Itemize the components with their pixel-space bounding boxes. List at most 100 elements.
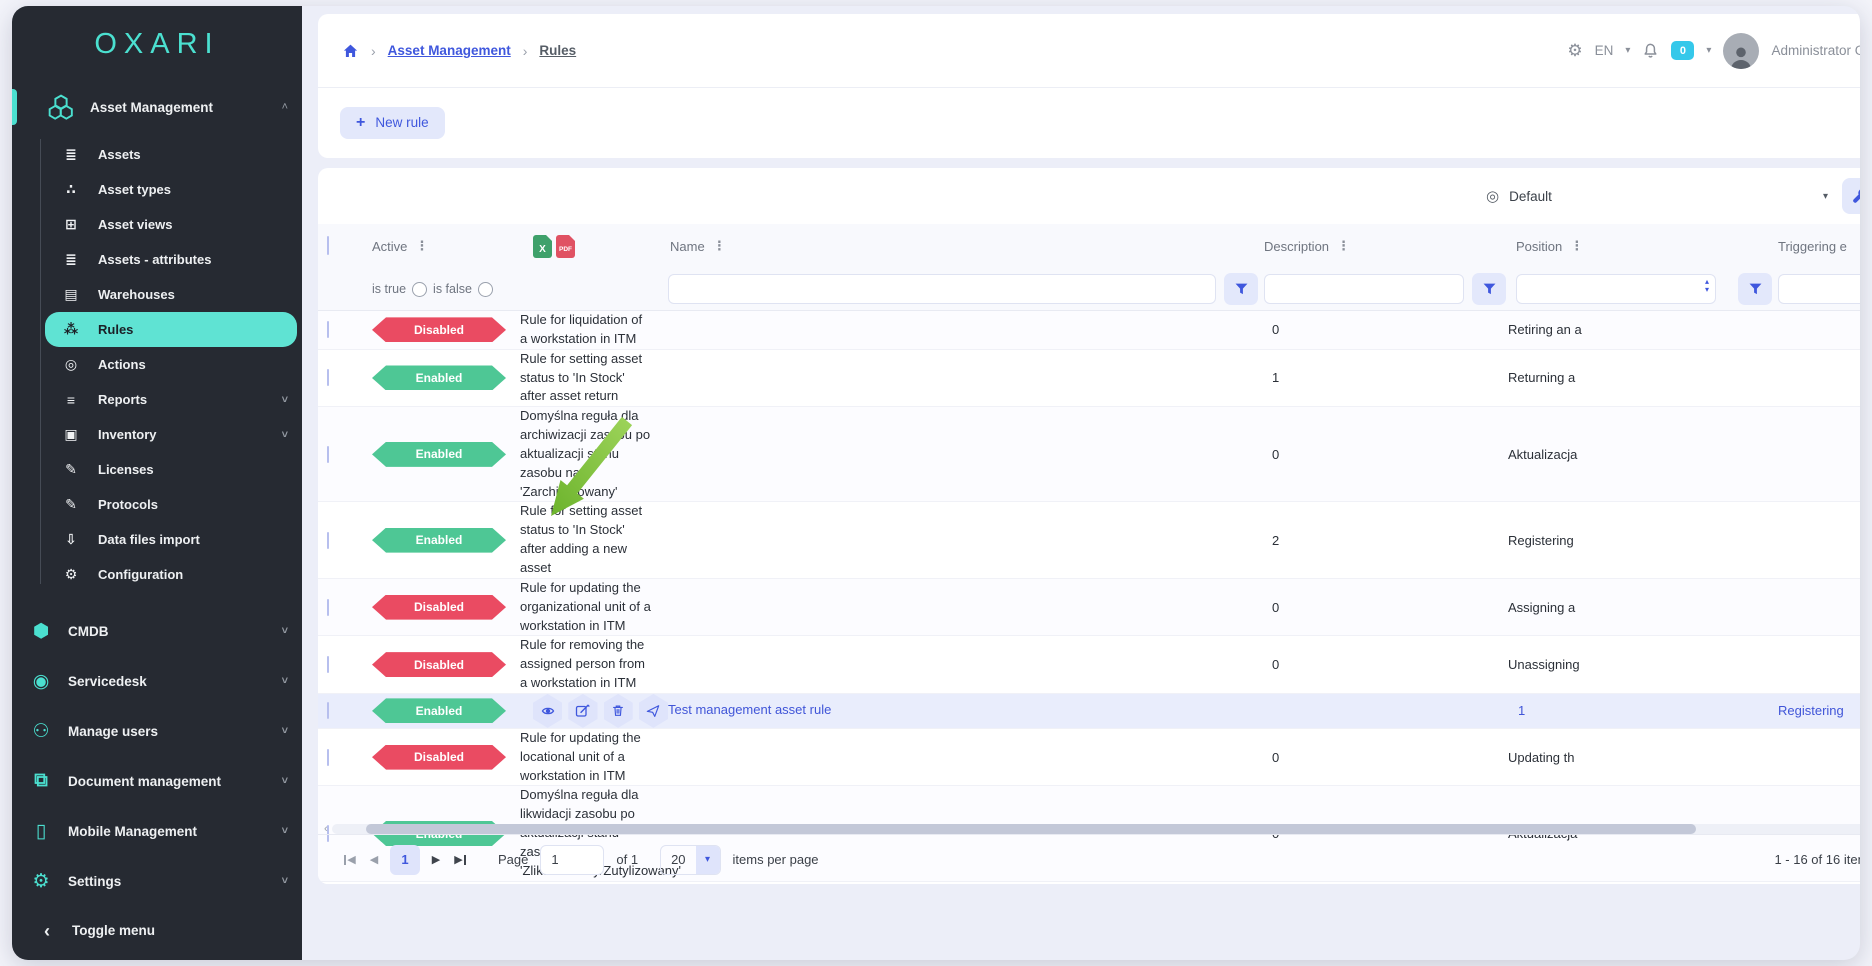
description-filter-button[interactable] (1472, 273, 1506, 305)
name-filter-button[interactable] (1224, 273, 1258, 305)
next-page-button[interactable]: ▶ (424, 847, 448, 873)
table-row[interactable]: Disabled Rule for removing the assigned … (318, 636, 1860, 694)
sidebar-item-asset-management[interactable]: Asset Management ˄ (12, 85, 302, 129)
export-pdf-icon[interactable]: PDF (556, 234, 575, 258)
spinner-down-icon[interactable]: ▾ (1704, 284, 1709, 294)
sidebar-section[interactable]: ⬢ CMDB ˅ (12, 606, 302, 656)
column-menu-kebab[interactable]: ⋮ (1337, 238, 1351, 253)
position-filter-input[interactable] (1516, 274, 1716, 304)
export-excel-icon[interactable]: X (533, 234, 552, 258)
sidebar-subitem[interactable]: ◎ Actions (12, 347, 302, 382)
table-row[interactable]: Disabled Rule for updating the locationa… (318, 728, 1860, 787)
rule-name[interactable]: Rule for removing the assigned person fr… (520, 637, 646, 691)
column-menu-kebab[interactable]: ⋮ (712, 238, 726, 253)
avatar[interactable] (1723, 32, 1760, 69)
horizontal-scrollbar[interactable]: ‹ › (324, 823, 1860, 834)
scroll-left-icon[interactable]: ‹ (324, 822, 328, 835)
user-name[interactable]: Administrator Oxari (1771, 43, 1860, 58)
column-header-description[interactable]: Description (1264, 238, 1330, 254)
gear-icon[interactable]: ⚙ (1567, 40, 1583, 60)
sidebar-section[interactable]: ⚙ Settings ˅ (12, 856, 302, 906)
rule-name[interactable]: Rule for updating the organizational uni… (520, 579, 651, 633)
column-menu-kebab[interactable]: ⋮ (1570, 238, 1584, 253)
grid-settings-button[interactable] (1842, 178, 1860, 214)
edit-rule-button[interactable] (568, 693, 598, 728)
sidebar-section[interactable]: ◉ Servicedesk ˅ (12, 656, 302, 706)
home-icon[interactable] (342, 43, 359, 59)
table-row[interactable]: Disabled Rule for updating the organizat… (318, 578, 1860, 637)
table-row[interactable]: Disabled Rule for liquidation of a works… (318, 311, 1860, 350)
sidebar-subitem[interactable]: ⁂ Rules (45, 312, 297, 347)
row-checkbox[interactable] (327, 531, 329, 549)
spinner-up-icon[interactable]: ▴ (1704, 277, 1709, 286)
column-header-position[interactable]: Position (1516, 238, 1563, 254)
breadcrumb-rules[interactable]: Rules (539, 43, 577, 58)
sidebar-subitem[interactable]: ⊞ Asset views (12, 207, 302, 242)
delete-rule-button[interactable] (603, 693, 633, 728)
rule-name[interactable]: Rule for liquidation of a workstation in… (520, 312, 643, 346)
table-row[interactable]: Enabled Rule for setting asset status to… (318, 881, 1860, 884)
sidebar-subitem[interactable]: ⚙ Configuration (12, 557, 302, 592)
run-rule-button[interactable] (638, 693, 668, 728)
first-page-button[interactable]: ◀ (338, 847, 362, 873)
toggle-menu-button[interactable]: ‹ Toggle menu (12, 922, 302, 940)
scrollbar-track[interactable] (331, 823, 1860, 834)
name-filter-input[interactable] (668, 274, 1216, 304)
breadcrumb-asset-management[interactable]: Asset Management (387, 43, 511, 58)
sidebar-subitem[interactable]: ≣ Assets (12, 137, 302, 172)
sidebar-subitem[interactable]: ✎ Licenses (12, 452, 302, 487)
table-row[interactable]: Enabled Rule for setting asset status to… (318, 502, 1860, 579)
previous-page-button[interactable]: ◀ (362, 847, 386, 873)
table-row[interactable]: Enabled Rule for setting asset status to… (318, 349, 1860, 408)
page-number-input[interactable] (540, 844, 605, 875)
row-checkbox[interactable] (327, 321, 329, 339)
position-filter-button[interactable] (1738, 273, 1772, 305)
items-per-page-select[interactable]: 20 ▾ (660, 844, 721, 875)
scrollbar-thumb[interactable] (365, 823, 1696, 834)
row-checkbox[interactable] (327, 369, 329, 387)
triggering-filter-input[interactable] (1778, 274, 1860, 304)
sidebar-subitem[interactable]: ▤ Warehouses (12, 277, 302, 312)
table-row[interactable]: Enabled Domyślna reguła dla archiwizacji… (318, 407, 1860, 503)
table-row[interactable]: Enabled (318, 693, 1860, 729)
rule-name[interactable]: Rule for setting asset status to 'Dispos… (520, 882, 668, 884)
row-checkbox[interactable] (327, 748, 329, 766)
sidebar-section[interactable]: ⚇ Manage users ˅ (12, 706, 302, 756)
rule-name[interactable]: Rule for setting asset status to 'In Sto… (520, 350, 643, 404)
chevron-down-icon[interactable]: ▾ (1706, 45, 1712, 56)
view-selector[interactable]: ◎ Default ▾ (1486, 187, 1828, 205)
column-menu-kebab[interactable]: ⋮ (415, 238, 429, 253)
last-page-button[interactable]: ▶ (448, 847, 472, 873)
chevron-down-icon[interactable]: ▾ (1625, 45, 1631, 56)
current-page-button[interactable]: 1 (390, 844, 420, 875)
sidebar-subitem[interactable]: ∴ Asset types (12, 172, 302, 207)
filter-is-true-radio[interactable] (412, 281, 428, 297)
language-selector[interactable]: EN (1594, 43, 1614, 58)
number-spinner[interactable]: ▴ ▾ (1705, 278, 1709, 293)
column-header-name[interactable]: Name (670, 238, 705, 254)
row-checkbox[interactable] (327, 598, 329, 616)
new-rule-button[interactable]: + New rule (340, 106, 445, 139)
sidebar-subitem[interactable]: ≣ Assets - attributes (12, 242, 302, 277)
description-filter-input[interactable] (1264, 274, 1464, 304)
rule-name[interactable]: Rule for setting asset status to 'In Sto… (520, 503, 643, 575)
view-rule-button[interactable] (533, 693, 563, 728)
bell-icon[interactable] (1642, 42, 1659, 60)
row-checkbox[interactable] (327, 825, 329, 843)
sidebar-subitem[interactable]: ✎ Protocols (12, 487, 302, 522)
notification-count-badge[interactable]: 0 (1671, 41, 1695, 60)
sidebar-subitem[interactable]: ▣ Inventory ˅ (12, 417, 302, 452)
sidebar-section[interactable]: ▯ Mobile Management ˅ (12, 806, 302, 856)
rule-name[interactable]: Domyślna reguła dla archiwizacji zasobu … (520, 408, 651, 499)
row-checkbox[interactable] (327, 445, 329, 463)
row-checkbox[interactable] (327, 702, 329, 720)
sidebar-subitem[interactable]: ≡ Reports ˅ (12, 382, 302, 417)
select-all-checkbox[interactable] (327, 236, 329, 255)
column-header-active[interactable]: Active (372, 238, 408, 254)
row-checkbox[interactable] (327, 656, 329, 674)
sidebar-subitem[interactable]: ⇩ Data files import (12, 522, 302, 557)
sidebar-section[interactable]: ⧉ Document management ˅ (12, 756, 302, 806)
filter-is-false-radio[interactable] (477, 281, 493, 297)
rule-name[interactable]: Test management asset rule (668, 702, 832, 718)
rule-name[interactable]: Rule for updating the locational unit of… (520, 729, 641, 783)
